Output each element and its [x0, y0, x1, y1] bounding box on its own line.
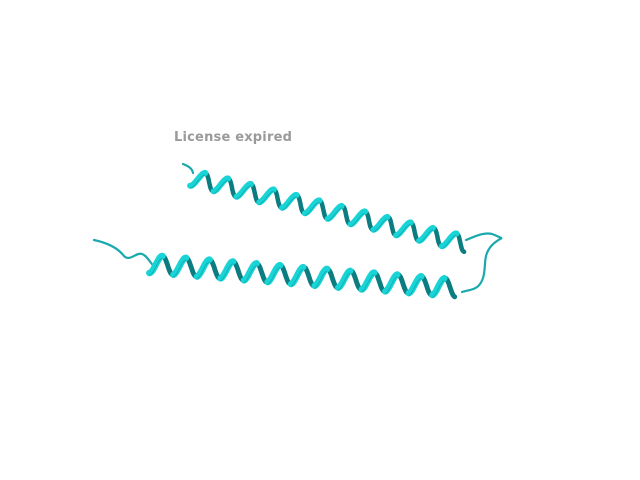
- lower-helix: [146, 252, 458, 300]
- helix-lower-front-segment: [405, 273, 425, 297]
- helix-upper-back-segment: [363, 209, 376, 233]
- helix-upper-back-segment: [272, 187, 284, 211]
- helix-upper-front-segment: [187, 169, 209, 189]
- helix-lower-back-segment: [254, 261, 270, 285]
- helix-upper-front-segment: [370, 213, 391, 233]
- helix-upper-back-segment: [226, 176, 239, 200]
- helix-lower-shade: [149, 257, 163, 276]
- helix-upper-back-segment: [249, 181, 261, 205]
- helix-lower-shade: [361, 274, 375, 293]
- helix-lower-back-segment: [372, 270, 388, 294]
- helix-upper-front-segment: [324, 202, 345, 222]
- helix-lower-back-segment: [348, 268, 364, 293]
- helix-lower-back-segment: [442, 275, 458, 300]
- helix-upper-back-segment: [340, 203, 353, 227]
- helix-lower-front-segment: [334, 267, 354, 291]
- helix-lower-shade: [337, 272, 351, 291]
- loop-3: [460, 232, 503, 294]
- helix-upper-front-segment: [393, 219, 414, 239]
- helix-upper-front-segment: [416, 224, 436, 244]
- helix-lower-shade: [173, 259, 187, 278]
- helix-upper-back-segment: [454, 231, 467, 255]
- helix-lower-shade: [220, 263, 234, 282]
- helix-upper-shade: [350, 212, 366, 227]
- helix-upper-back-segment: [431, 225, 444, 249]
- helix-upper-shade: [419, 229, 434, 244]
- helix-upper-shade: [373, 218, 388, 233]
- helix-lower-front-segment: [429, 274, 448, 299]
- helix-lower-front-segment: [240, 260, 260, 284]
- helix-lower-front-segment: [193, 256, 213, 280]
- helix-upper-front-segment: [301, 197, 323, 217]
- helix-lower-shade: [314, 270, 328, 289]
- helix-lower-back-segment: [301, 264, 317, 289]
- helix-lower-shade: [385, 276, 398, 295]
- helix-lower-shade: [432, 280, 445, 298]
- helix-lower-front-segment: [146, 252, 166, 277]
- helix-upper-shade: [213, 179, 229, 194]
- helix-lower-back-segment: [395, 271, 411, 296]
- helix-lower-shade: [267, 266, 281, 285]
- helix-lower-front-segment: [264, 261, 284, 286]
- helix-lower-back-segment: [184, 255, 199, 280]
- helix-lower-back-segment: [278, 262, 293, 287]
- license-watermark: License expired: [174, 130, 293, 145]
- helix-upper-shade: [396, 223, 411, 238]
- helix-upper-back-segment: [409, 220, 421, 244]
- helix-upper-shade: [190, 174, 206, 189]
- helix-lower-back-segment: [231, 259, 246, 283]
- helix-lower-back-segment: [160, 253, 176, 278]
- loop-1: [92, 238, 158, 270]
- helix-upper-front-segment: [279, 191, 300, 211]
- helix-lower-shade: [243, 265, 257, 284]
- helix-lower-shade: [196, 261, 210, 280]
- helix-upper-shade: [282, 196, 297, 211]
- helix-upper-back-segment: [294, 192, 307, 216]
- helix-lower-front-segment: [311, 265, 331, 290]
- helix-lower-front-segment: [382, 271, 401, 295]
- helix-upper-shade: [304, 201, 320, 216]
- helix-upper-shade: [327, 207, 342, 222]
- loop-segments: [92, 162, 503, 294]
- helix-lower-front-segment: [287, 263, 307, 288]
- helix-upper-back-segment: [385, 214, 398, 238]
- helix-lower-front-segment: [358, 269, 378, 293]
- helix-upper-front-segment: [210, 175, 232, 195]
- loop-2: [181, 162, 195, 175]
- helix-lower-back-segment: [325, 266, 341, 291]
- helix-upper-shade: [236, 185, 252, 200]
- upper-helix: [187, 169, 467, 255]
- helix-lower-shade: [408, 278, 422, 296]
- helix-lower-back-segment: [419, 273, 435, 298]
- helix-upper-front-segment: [233, 180, 254, 200]
- helix-lower-back-segment: [207, 257, 223, 281]
- helix-upper-front-segment: [438, 230, 460, 250]
- helix-upper-shade: [441, 234, 457, 249]
- helix-upper-back-segment: [317, 198, 330, 222]
- helix-lower-front-segment: [170, 254, 190, 279]
- helix-upper-front-segment: [256, 186, 277, 206]
- helix-upper-shade: [259, 190, 274, 205]
- helix-lower-front-segment: [217, 258, 237, 282]
- helix-upper-back-segment: [203, 170, 216, 194]
- helix-upper-front-segment: [347, 208, 369, 228]
- helix-lower-shade: [290, 268, 304, 287]
